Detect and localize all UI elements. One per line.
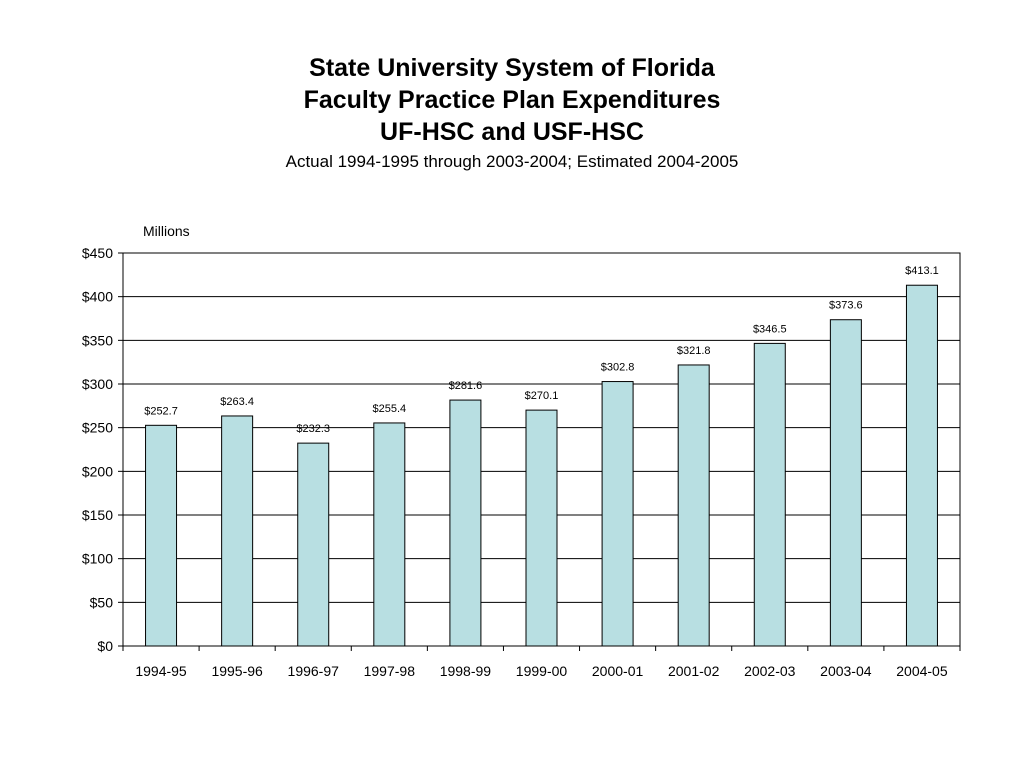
y-axis-unit-label: Millions (143, 223, 190, 239)
x-tick-label: 1994-95 (135, 663, 187, 679)
bar (905, 284, 938, 647)
x-tick-label: 1995-96 (211, 663, 263, 679)
x-axis-ticks: 1994-95 1995-96 1996-97 1997-98 1998-99 1999-… (122, 646, 961, 679)
y-tick-label: $100 (82, 551, 113, 567)
bar (601, 381, 634, 647)
bar (373, 422, 406, 647)
y-tick-label: $150 (82, 507, 113, 523)
x-tick-label: 2003-04 (820, 663, 872, 679)
data-label: $321.8 (677, 345, 711, 357)
bar (525, 409, 558, 647)
y-tick-label: $350 (82, 332, 113, 348)
y-tick-label: $50 (90, 594, 114, 610)
data-label: $255.4 (372, 403, 406, 415)
y-tick-label: $0 (97, 638, 113, 654)
x-tick-label: 1998-99 (440, 663, 492, 679)
data-label: $252.7 (144, 405, 178, 417)
x-tick-label: 2004-05 (896, 663, 948, 679)
data-label: $302.8 (601, 362, 635, 374)
data-label: $270.1 (525, 390, 559, 402)
x-tick-label: 1999-00 (516, 663, 568, 679)
y-tick-label: $450 (82, 245, 113, 261)
data-labels: $252.7 $263.4 $232.3 $255.4 $281.6 $270.1 $302… (144, 265, 939, 435)
data-label: $281.6 (449, 380, 483, 392)
data-label: $373.6 (829, 300, 863, 312)
y-axis-ticks: $0 $50 $100 $150 $200 $250 $300 $350 $400 $450 (82, 245, 123, 654)
y-tick-label: $400 (82, 289, 113, 305)
y-tick-label: $300 (82, 376, 113, 392)
y-tick-label: $250 (82, 420, 113, 436)
x-tick-label: 2000-01 (592, 663, 644, 679)
data-label: $413.1 (905, 265, 939, 277)
chart-title-line-1: State University System of Florida (309, 54, 715, 82)
chart-title-line-2: Faculty Practice Plan Expenditures (303, 86, 721, 114)
bars (145, 284, 938, 647)
x-tick-label: 2001-02 (668, 663, 720, 679)
x-tick-label: 1997-98 (364, 663, 416, 679)
bar (221, 415, 254, 647)
data-label: $263.4 (220, 396, 254, 408)
chart-title-line-3: UF-HSC and USF-HSC (380, 118, 644, 146)
data-label: $232.3 (296, 423, 330, 435)
chart-subtitle: Actual 1994-1995 through 2003-2004; Esti… (285, 152, 739, 171)
bar (677, 364, 710, 647)
bar (297, 442, 330, 647)
plot-area-frame (122, 252, 961, 647)
data-label: $346.5 (753, 323, 787, 335)
bar (449, 399, 482, 647)
bar (145, 424, 178, 647)
bar (753, 342, 786, 647)
x-tick-label: 1996-97 (288, 663, 340, 679)
chart-title-block: State University System of Florida Facul… (0, 52, 1024, 174)
y-tick-label: $200 (82, 463, 113, 479)
bar (829, 319, 862, 647)
x-tick-label: 2002-03 (744, 663, 796, 679)
